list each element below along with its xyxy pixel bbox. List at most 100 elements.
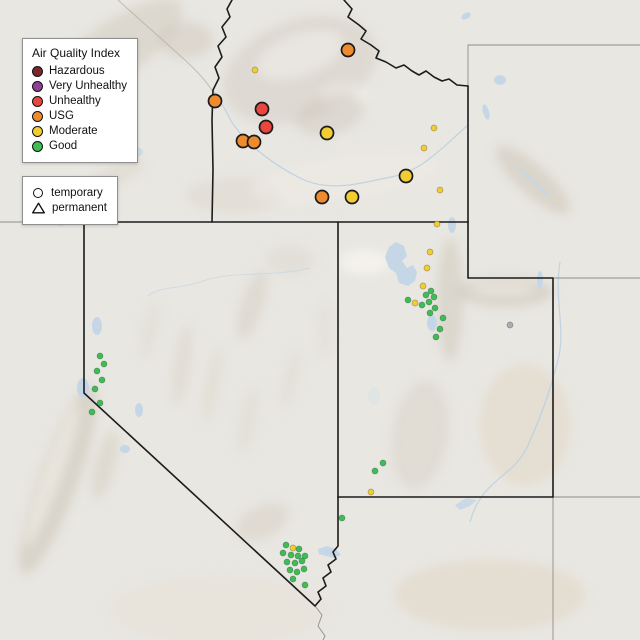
sensor-dot-moderate[interactable]	[433, 220, 441, 228]
sensor-dot-no-data[interactable]	[506, 321, 514, 329]
lake-jackson-lake	[482, 104, 490, 120]
monitor-marker-usg[interactable]	[207, 93, 223, 109]
sensor-dot-good[interactable]	[427, 287, 435, 295]
sensor-dot-good[interactable]	[279, 549, 287, 557]
sensor-dot-moderate[interactable]	[426, 248, 434, 256]
monitor-marker-usg[interactable]	[340, 42, 356, 58]
sensor-dot-good[interactable]	[432, 333, 440, 341]
terrain-patch	[139, 300, 161, 360]
temporary-circle-icon	[33, 188, 43, 198]
legend-label-very-unhealthy: Very Unhealthy	[49, 80, 127, 92]
sensor-dot-good[interactable]	[431, 304, 439, 312]
river-snake	[212, 89, 469, 187]
sensor-dot-good[interactable]	[439, 314, 447, 322]
sensor-dot-good[interactable]	[298, 557, 306, 565]
sensor-dot-good[interactable]	[295, 545, 303, 553]
terrain-patch	[236, 270, 268, 340]
sensor-dot-good[interactable]	[300, 565, 308, 573]
terrain-patch	[257, 30, 343, 80]
water-layer	[56, 12, 562, 558]
sensor-dot-good[interactable]	[426, 309, 434, 317]
sensor-dot-good[interactable]	[294, 552, 302, 560]
sensor-dot-good[interactable]	[301, 552, 309, 560]
river-humboldt	[147, 267, 311, 297]
terrain-patch	[171, 323, 193, 407]
sensor-dot-moderate[interactable]	[251, 66, 259, 74]
border-nevada-southeast	[83, 221, 339, 607]
lake-pyramid-lake	[92, 317, 102, 335]
legend-item-very-unhealthy: Very Unhealthy	[32, 80, 127, 92]
monitor-marker-moderate[interactable]	[344, 189, 360, 205]
terrain-patch	[395, 560, 585, 630]
terrain-patch	[250, 152, 440, 204]
sensor-dot-good[interactable]	[425, 298, 433, 306]
monitor-marker-usg[interactable]	[314, 189, 330, 205]
marker-layer	[88, 42, 514, 589]
sensor-dot-good[interactable]	[286, 566, 294, 574]
sensor-dot-good[interactable]	[289, 575, 297, 583]
legend-label-moderate: Moderate	[49, 125, 98, 137]
sensor-dot-good[interactable]	[93, 367, 101, 375]
sensor-dot-moderate[interactable]	[289, 544, 297, 552]
terrain-patch	[265, 245, 315, 275]
sensor-dot-good[interactable]	[91, 385, 99, 393]
sensor-dot-good[interactable]	[379, 459, 387, 467]
sensor-dot-good[interactable]	[88, 408, 96, 416]
monitor-marker-usg[interactable]	[246, 134, 262, 150]
terrain-patch	[339, 249, 391, 275]
sensor-dot-moderate[interactable]	[423, 264, 431, 272]
legend-item-good: Good	[32, 140, 127, 152]
terrain-patch	[295, 93, 365, 137]
monitor-marker-unhealthy[interactable]	[258, 119, 274, 135]
sensor-dot-good[interactable]	[422, 291, 430, 299]
legend-item-moderate: Moderate	[32, 125, 127, 137]
sensor-dot-good[interactable]	[98, 376, 106, 384]
lake-utah-lake	[427, 315, 437, 331]
sensor-dot-good[interactable]	[301, 581, 309, 589]
sensor-dot-good[interactable]	[430, 293, 438, 301]
sensor-dot-good[interactable]	[282, 541, 290, 549]
terrain-patch	[24, 404, 80, 546]
sensor-dot-good[interactable]	[287, 551, 295, 559]
unhealthy-swatch-icon	[32, 95, 43, 107]
sensor-dot-moderate[interactable]	[430, 124, 438, 132]
moderate-swatch-icon	[32, 125, 43, 137]
sensor-dot-good[interactable]	[293, 568, 301, 576]
sensor-dot-good[interactable]	[100, 360, 108, 368]
legend-label-permanent: permanent	[52, 202, 107, 214]
sensor-dot-moderate[interactable]	[419, 282, 427, 290]
sensor-dot-good[interactable]	[283, 558, 291, 566]
sensor-dot-good[interactable]	[404, 296, 412, 304]
very-unhealthy-swatch-icon	[32, 80, 43, 92]
sensor-dot-good[interactable]	[338, 514, 346, 522]
monitor-marker-unhealthy[interactable]	[254, 101, 270, 117]
border-utah-wyoming-notch	[467, 221, 554, 498]
legend-label-unhealthy: Unhealthy	[49, 95, 101, 107]
sensor-dot-moderate[interactable]	[420, 144, 428, 152]
sensor-dot-good[interactable]	[96, 352, 104, 360]
terrain-patch	[201, 347, 223, 423]
terrain-patch	[437, 238, 463, 362]
legend-label-usg: USG	[49, 110, 74, 122]
lake-mono-lake	[120, 445, 130, 453]
legend-label-good: Good	[49, 140, 78, 152]
sensor-dot-moderate[interactable]	[411, 299, 419, 307]
monitor-marker-moderate[interactable]	[319, 125, 335, 141]
sensor-dot-moderate[interactable]	[436, 186, 444, 194]
legend-item-usg: USG	[32, 110, 127, 122]
sensor-dot-good[interactable]	[436, 325, 444, 333]
sensor-dot-good[interactable]	[291, 559, 299, 567]
permanent-triangle-icon	[32, 202, 45, 214]
terrain-patch	[235, 503, 289, 541]
sensor-dot-good[interactable]	[96, 399, 104, 407]
lake-flaming-gorge	[537, 271, 543, 289]
sensor-dot-good[interactable]	[418, 301, 426, 309]
monitor-marker-moderate[interactable]	[398, 168, 414, 184]
border-idaho-montana	[343, 0, 469, 87]
sensor-dot-moderate[interactable]	[367, 488, 375, 496]
lake-yellowstone-lake	[494, 75, 506, 85]
sensor-dot-good[interactable]	[371, 467, 379, 475]
